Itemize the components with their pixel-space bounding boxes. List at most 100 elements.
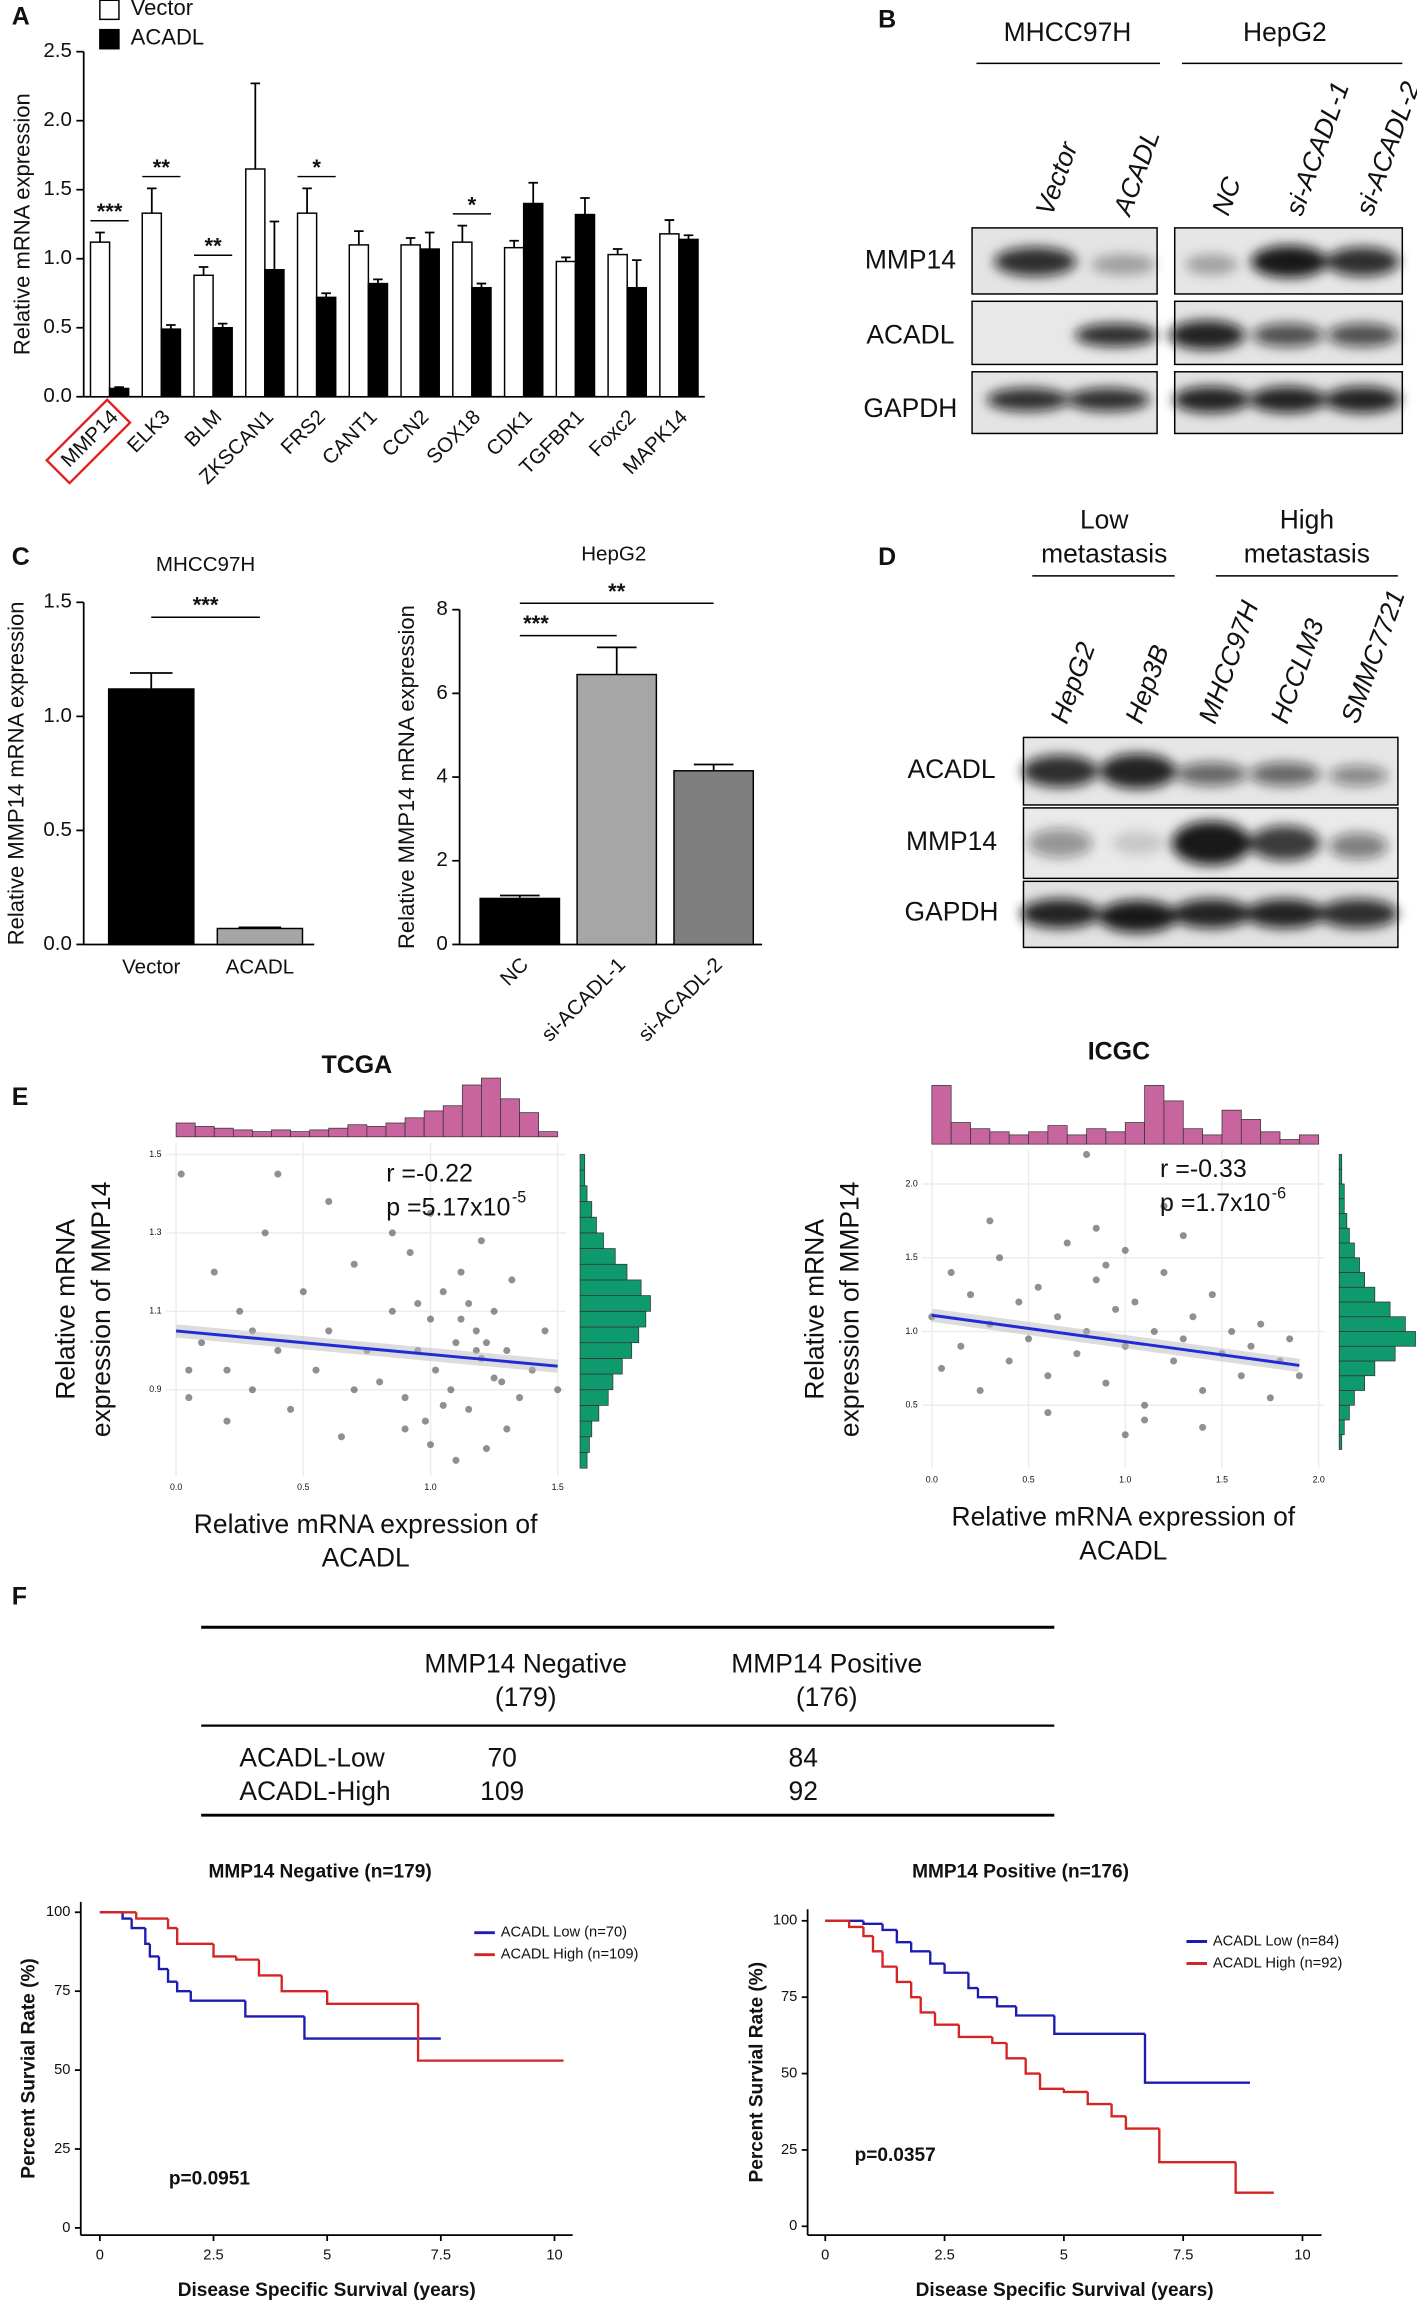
x-tick-label: 2.0: [1313, 1475, 1325, 1485]
x-hist-bar: [328, 1127, 349, 1138]
point: [299, 1288, 307, 1296]
error-bar: [354, 230, 364, 245]
point: [1121, 1246, 1129, 1254]
point: [325, 1197, 333, 1206]
y-hist-bar: [1338, 1360, 1376, 1377]
point: [503, 1425, 511, 1433]
point: [1005, 1357, 1013, 1365]
y-hist-bar: [579, 1420, 593, 1438]
x-tick-label: 2.5: [934, 2248, 954, 2264]
fit-line: [175, 1329, 558, 1368]
y-tick-label: 1.0: [43, 704, 72, 727]
x-hist-bar: [213, 1127, 234, 1138]
y-tick-label: 1.0: [43, 246, 72, 269]
survival-step: [257, 1959, 282, 1977]
y-tick-label: 25: [781, 2142, 797, 2158]
x-hist-bar: [1144, 1085, 1165, 1145]
y-hist-bar: [1338, 1301, 1391, 1318]
chart-title: HepG2: [581, 543, 646, 566]
error-bar: [424, 231, 435, 250]
row-header: ACADL-Low: [239, 1742, 385, 1772]
bar: [555, 260, 577, 398]
x-hist-bar: [1163, 1100, 1184, 1145]
point: [1102, 1261, 1110, 1269]
point: [490, 1374, 498, 1382]
point: [439, 1288, 447, 1296]
point: [1044, 1409, 1052, 1417]
error-bar: [596, 646, 637, 675]
panel-label: E: [12, 1083, 29, 1111]
point: [388, 1307, 396, 1315]
y-hist-bar: [579, 1295, 651, 1312]
y-hist-bar: [579, 1405, 600, 1422]
x-hist-bar: [1298, 1134, 1320, 1145]
lane-label: si-ACADL-1: [1279, 78, 1355, 219]
point: [1208, 1291, 1216, 1299]
y-axis-label: Relative mRNA: [799, 1219, 829, 1400]
x-hist-bar: [1202, 1134, 1223, 1145]
x-tick-label: SOX18: [422, 405, 485, 468]
point: [198, 1339, 206, 1347]
survival-step: [862, 1926, 873, 1938]
x-hist-bar: [970, 1128, 991, 1145]
bar: [89, 241, 111, 398]
point: [490, 1307, 498, 1315]
survival-step: [212, 1943, 237, 1958]
error-bar: [693, 763, 734, 771]
panel-label: F: [12, 1582, 27, 1610]
error-bar: [457, 224, 468, 243]
significance: ***: [97, 199, 123, 224]
point: [472, 1327, 480, 1335]
x-axis-label: Relative mRNA expression of: [952, 1502, 1296, 1532]
point: [1102, 1379, 1110, 1387]
y-tick-label: 75: [54, 1983, 70, 1999]
x-hist-bar: [1221, 1109, 1242, 1145]
survival-step: [1234, 2162, 1274, 2194]
x-hist-bar: [1028, 1131, 1049, 1145]
x-hist-bar: [423, 1110, 444, 1138]
x-hist-bar: [481, 1077, 501, 1138]
point: [554, 1386, 562, 1394]
error-bar: [528, 181, 538, 204]
survival-step: [130, 1918, 146, 1930]
error-bar: [198, 266, 209, 276]
survival-step: [943, 1963, 969, 1974]
bar: [264, 269, 285, 398]
error-bar: [321, 292, 331, 298]
bar: [160, 328, 182, 398]
chart-title: MMP14 Negative (n=179): [209, 1862, 432, 1883]
lane-label: ACADL: [1107, 126, 1166, 221]
x-tick-label: 1.0: [424, 1482, 436, 1492]
group-label: Low: [1080, 505, 1129, 535]
fit-line: [931, 1313, 1300, 1367]
y-tick-label: 1.5: [149, 1149, 161, 1159]
annotation: p=0.0951: [169, 2168, 251, 2189]
plot-area: [922, 1150, 1325, 1469]
x-tick-label: NC: [496, 953, 533, 990]
survival-step: [1062, 2088, 1088, 2094]
point: [452, 1339, 460, 1347]
y-hist-bar: [1338, 1316, 1406, 1332]
bar: [315, 296, 337, 398]
error-bar: [147, 187, 157, 214]
error-bar: [683, 234, 694, 240]
group-label: metastasis: [1244, 538, 1370, 568]
row-label: GAPDH: [905, 897, 999, 927]
y-axis-label: Percent Survial Rate (%): [747, 1962, 768, 2183]
y-hist-bar: [579, 1185, 588, 1202]
x-hist-bar: [931, 1085, 952, 1145]
y-hist-bar: [1338, 1257, 1360, 1273]
y-hist-bar: [579, 1452, 588, 1469]
error-bar: [373, 278, 383, 284]
cell: 109: [480, 1776, 524, 1806]
y-tick-label: 0.0: [43, 932, 72, 955]
error-bar: [302, 187, 312, 214]
point: [337, 1433, 345, 1441]
bands: [986, 245, 1401, 413]
survival-step: [862, 1920, 883, 1926]
lane-label: Vector: [1030, 137, 1084, 219]
y-tick-label: 0: [436, 932, 447, 955]
y-hist-bar: [579, 1389, 609, 1406]
point: [1092, 1224, 1100, 1232]
x-axis-label: Disease Specific Survival (years): [916, 2280, 1214, 2301]
